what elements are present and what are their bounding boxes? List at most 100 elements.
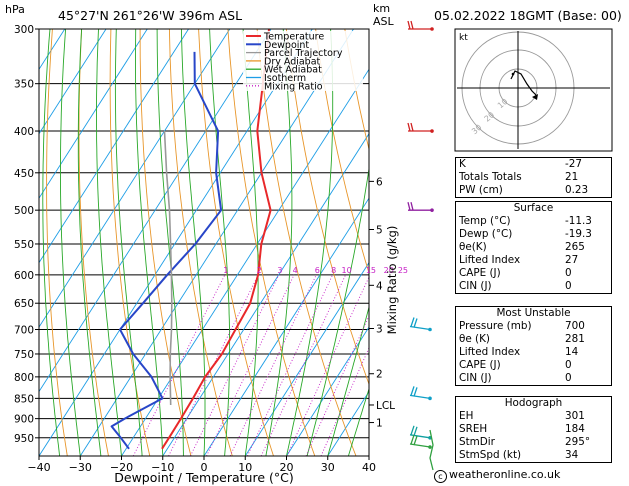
surface-value: 27 <box>565 254 579 266</box>
mixing-ratio-line <box>229 274 317 456</box>
surface-value: -11.3 <box>565 215 592 227</box>
hodograph-unit-label: kt <box>459 33 468 43</box>
index-label: Totals Totals <box>459 171 522 183</box>
mu-value: 700 <box>565 320 585 332</box>
pressure-tick-label: 350 <box>14 79 34 91</box>
hodo-row: StmDir 295° <box>456 436 611 449</box>
series-temperature <box>161 29 272 450</box>
wind-barb-flag <box>410 122 414 132</box>
surface-row: Temp (°C) -11.3 <box>456 215 611 228</box>
mixing-ratio-label: 3 <box>277 266 282 275</box>
index-label: K <box>459 158 466 170</box>
surface-wind-line <box>429 429 434 471</box>
wet-adiabat-line <box>286 29 334 456</box>
wind-barb-dot <box>428 445 432 449</box>
wind-barb-dot <box>428 396 432 401</box>
stats-panel: K -27 Totals Totals 21 PW (cm) 0.23 Surface… <box>455 157 614 468</box>
altitude-tick-label: 6 <box>376 176 383 188</box>
hodograph-block: Hodograph EH 301 SREH 184 StmDir 295° StmSp… <box>455 396 612 463</box>
mixing-ratio-line <box>246 274 334 456</box>
footer: c weatheronline.co.uk <box>434 468 560 483</box>
wet-adiabat-line <box>135 29 164 456</box>
wind-barb-flag <box>410 202 414 211</box>
wind-barb-dot <box>430 27 434 31</box>
hodo-value: 184 <box>565 423 585 435</box>
hodo-value: 301 <box>565 410 585 422</box>
temp-tick-label: 30 <box>321 461 335 474</box>
temp-tick-label: −20 <box>110 461 133 474</box>
wind-barb-flag <box>407 122 411 132</box>
mu-value: 14 <box>565 346 579 358</box>
wet-adiabat-line <box>265 29 293 456</box>
mu-label: Lifted Index <box>459 346 521 358</box>
mixing-ratio-label: 2 <box>257 266 262 275</box>
surface-label: θe(K) <box>459 241 487 253</box>
wind-barb-flag <box>410 434 415 445</box>
mu-row: Pressure (mb) 700 <box>456 320 611 333</box>
dry-adiabat-line <box>168 29 233 456</box>
temp-tick-label: 40 <box>362 461 376 474</box>
mu-row: Lifted Index 14 <box>456 346 611 359</box>
mu-label: CAPE (J) <box>459 359 501 371</box>
surface-row: CIN (J) 0 <box>456 280 611 293</box>
wind-barb-dot <box>430 129 434 133</box>
mu-row: θe (K) 281 <box>456 333 611 346</box>
temp-tick-label: −40 <box>27 461 50 474</box>
surface-value: 0 <box>565 267 572 279</box>
surface-title: Surface <box>513 202 554 214</box>
pressure-tick-label: 450 <box>14 168 34 180</box>
mixing-ratio-line <box>260 274 347 456</box>
isotherm-line <box>39 29 313 456</box>
wind-barb-flag <box>410 20 414 30</box>
pressure-tick-label: 600 <box>14 270 34 282</box>
wind-barb-dot <box>428 327 432 332</box>
wet-adiabat-line <box>180 29 206 456</box>
wind-barb-flag <box>407 202 411 211</box>
series-dewpoint <box>110 51 223 450</box>
hodo-value: 295° <box>565 436 591 448</box>
most-unstable-block: Most Unstable Pressure (mb) 700 θe (K) 281… <box>455 306 612 386</box>
index-value: 21 <box>565 171 579 183</box>
mu-row: CIN (J) 0 <box>456 372 611 385</box>
mixing-ratio-label: 15 <box>366 266 376 275</box>
wind-barb-flag <box>413 426 418 437</box>
surface-value: 265 <box>565 241 585 253</box>
wind-barb <box>409 394 431 400</box>
temp-tick-label: 20 <box>280 461 294 474</box>
pressure-tick-label: 300 <box>14 24 34 36</box>
most-unstable-title: Most Unstable <box>496 307 571 319</box>
dry-adiabat-line <box>46 29 68 456</box>
dry-adiabat-line <box>227 29 316 456</box>
dry-adiabat-line <box>344 29 369 152</box>
wind-barb <box>409 325 431 331</box>
x-axis-label: Dewpoint / Temperature (°C) <box>114 470 293 485</box>
mixing-ratio-line <box>286 275 369 456</box>
hodo-label: EH <box>459 410 474 422</box>
temp-tick-label: −30 <box>69 461 92 474</box>
indices-block: K -27 Totals Totals 21 PW (cm) 0.23 <box>455 157 612 198</box>
legend-label: Parcel Trajectory <box>264 48 343 59</box>
mixing-ratio-line <box>168 274 259 456</box>
wet-adiabat-line <box>114 29 143 456</box>
hodo-value: 34 <box>565 449 579 461</box>
mixing-ratio-line <box>132 274 226 456</box>
surface-label: CIN (J) <box>459 280 492 292</box>
wet-adiabat-line <box>327 305 369 456</box>
hodo-row: SREH 184 <box>456 423 611 436</box>
isotherm-line <box>121 68 369 456</box>
copyright-icon: c <box>434 470 447 483</box>
temp-tick-label: −10 <box>151 461 174 474</box>
pressure-tick-label: 500 <box>14 205 34 217</box>
footer-site[interactable]: weatheronline.co.uk <box>449 468 561 481</box>
mixing-ratio-label: 1 <box>223 266 228 275</box>
dry-adiabat-line <box>285 29 369 386</box>
series-parcel-trajectory <box>163 130 173 406</box>
isotherm-line <box>203 197 369 456</box>
hodograph-point <box>511 72 515 76</box>
pressure-tick-label: 850 <box>14 393 34 405</box>
mixing-ratio-axis-label: Mixing Ratio (g/kg) <box>385 226 399 335</box>
altitude-tick-label: 1 <box>376 418 383 430</box>
dry-adiabat-line <box>256 29 357 456</box>
